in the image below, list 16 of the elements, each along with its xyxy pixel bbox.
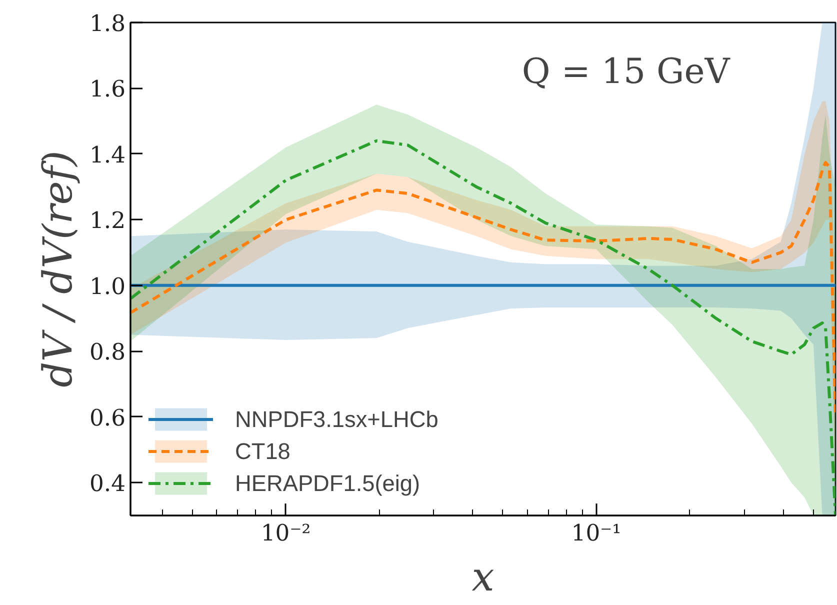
y-axis-title: dV / dV(ref)	[35, 150, 82, 388]
legend-label: CT18	[235, 438, 290, 464]
x-tick-label: 10⁻¹	[571, 520, 622, 546]
y-tick-label: 1.6	[89, 76, 126, 103]
y-tick-label: 0.4	[89, 471, 126, 498]
y-tick-label: 1.4	[89, 142, 126, 168]
legend-label: NNPDF3.1sx+LHCb	[235, 406, 438, 432]
x-tick-label: 10⁻²	[260, 520, 311, 546]
y-tick-label: 1.0	[89, 274, 126, 300]
y-tick-label: 1.8	[89, 11, 126, 37]
y-tick-label: 0.8	[89, 340, 126, 366]
x-axis-title: x	[472, 554, 494, 600]
y-tick-label: 0.6	[89, 405, 126, 432]
annotation: Q = 15 GeV	[522, 52, 731, 92]
legend-label: HERAPDF1.5(eig)	[235, 470, 420, 496]
y-tick-label: 1.2	[89, 208, 126, 234]
